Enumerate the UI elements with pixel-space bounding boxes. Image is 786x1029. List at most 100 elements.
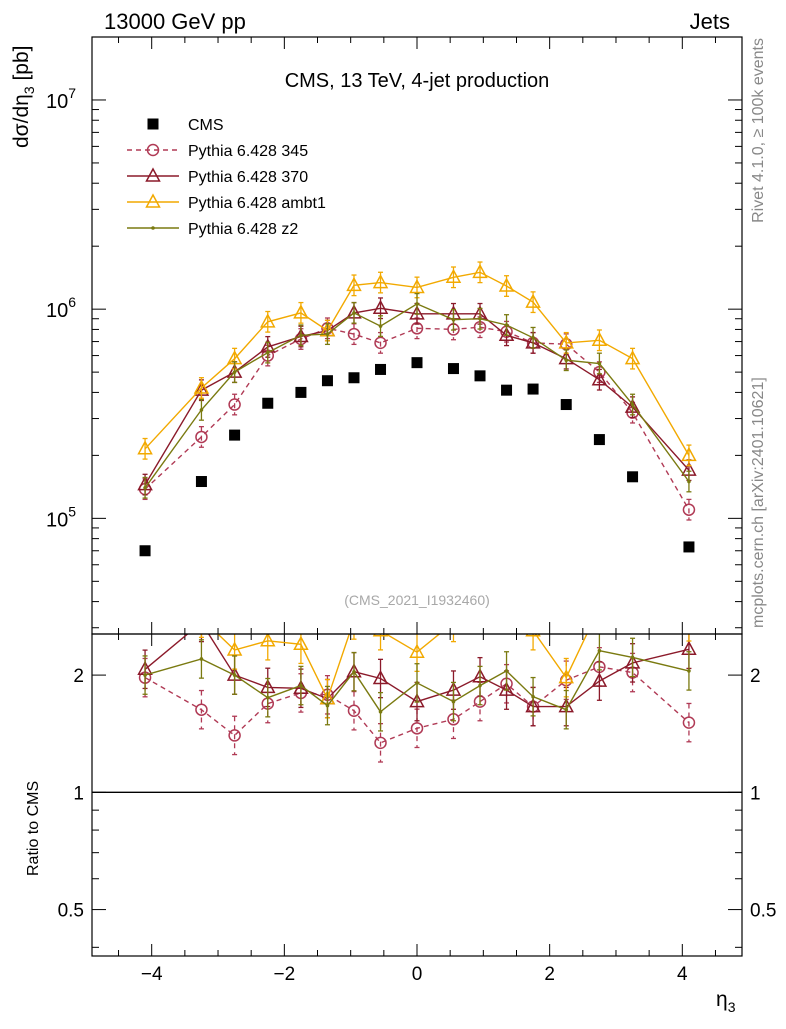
series-ambt1 — [137, 261, 697, 467]
data-point-cms — [627, 471, 639, 483]
ratio-point-ambt1 — [293, 635, 309, 651]
data-point-z2 — [564, 358, 569, 363]
ratio-point-ambt1 — [593, 601, 606, 613]
ratio-point-p370 — [591, 672, 608, 687]
main-plot-marks — [137, 261, 697, 557]
ratio-point-z2 — [199, 657, 204, 661]
legend-label-cms: CMS — [188, 117, 224, 134]
data-point-z2 — [597, 361, 602, 366]
ratio-point-z2 — [299, 683, 303, 688]
ratio-point-ambt1 — [682, 615, 695, 627]
legend-item-p370: Pythia 6.428 370 — [127, 167, 308, 186]
data-point-z2 — [232, 370, 237, 374]
data-point-cms — [195, 476, 207, 488]
data-point-ambt1 — [498, 277, 515, 292]
data-point-cms — [411, 357, 423, 369]
ratio-point-z2 — [504, 669, 509, 673]
ratio-point-p345 — [228, 729, 241, 742]
ratio-point-p345 — [374, 736, 387, 750]
data-point-ambt1 — [445, 268, 462, 284]
legend-marker-z2 — [151, 226, 155, 230]
ratio-plot-frame — [91, 633, 743, 957]
data-point-p345 — [347, 327, 361, 341]
data-point-cms — [683, 541, 695, 553]
data-point-cms — [474, 370, 486, 382]
data-point-ambt1 — [372, 273, 389, 289]
data-point-z2 — [415, 302, 419, 306]
legend-marker-p345 — [146, 143, 160, 157]
data-point-cms — [593, 434, 605, 446]
data-point-z2 — [478, 316, 482, 321]
data-point-p345 — [374, 336, 387, 350]
data-point-cms — [560, 399, 572, 411]
ratio-point-p370 — [409, 693, 425, 708]
ratio-tick-label-right: 1 — [750, 783, 761, 804]
legend-marker-cms — [147, 118, 159, 130]
data-point-cms — [447, 363, 459, 375]
series-line-p370 — [144, 307, 690, 485]
ratio-point-ambt1 — [372, 634, 389, 637]
ratio-point-p370 — [195, 615, 208, 627]
energy-label: 13000 GeV pp — [104, 9, 246, 34]
ratio-point-z2 — [564, 707, 569, 712]
data-point-z2 — [531, 335, 535, 340]
data-point-ambt1 — [681, 446, 697, 462]
data-point-p345 — [228, 398, 241, 411]
data-point-cms — [501, 384, 513, 396]
ratio-point-p345 — [347, 704, 361, 717]
data-point-p345 — [195, 430, 208, 444]
ratio-plot-marks — [92, 591, 742, 794]
chart-title: CMS, 13 TeV, 4-jet production — [285, 70, 550, 92]
ratio-point-z2 — [415, 681, 419, 685]
data-point-z2 — [199, 408, 204, 412]
data-point-ambt1 — [591, 331, 608, 347]
ratio-point-ambt1 — [260, 634, 276, 647]
ratio-point-z2 — [451, 699, 456, 704]
data-point-cms — [139, 545, 151, 557]
data-point-p370 — [409, 305, 425, 320]
data-point-ambt1 — [558, 334, 574, 349]
y-axis-label-sub: 3 — [21, 86, 37, 94]
data-point-z2 — [687, 479, 691, 484]
legend-label-p345: Pythia 6.428 345 — [188, 143, 308, 160]
ratio-tick-label: 0.5 — [58, 901, 84, 922]
ratio-point-z2 — [630, 655, 635, 660]
legend-label-z2: Pythia 6.428 z2 — [188, 221, 298, 238]
rivet-version-label: Rivet 4.1.0, ≥ 100k events — [750, 38, 767, 223]
y-tick-label: 106 — [46, 294, 76, 322]
data-point-p370 — [591, 371, 608, 386]
ratio-point-z2 — [265, 695, 270, 700]
data-point-ambt1 — [193, 379, 210, 394]
legend: CMS Pythia 6.428 345 Pythia 6.428 370 Pythi… — [127, 117, 326, 238]
x-tick-label: −2 — [274, 964, 296, 985]
ratio-point-z2 — [232, 673, 237, 677]
analysis-watermark: (CMS_2021_I1932460) — [344, 592, 490, 608]
series-line-p345 — [144, 326, 690, 511]
ratio-point-ambt1 — [500, 591, 513, 603]
ratio-point-z2 — [352, 669, 356, 674]
y-tick-label: 107 — [46, 85, 76, 113]
data-point-z2 — [504, 323, 509, 327]
ratio-point-ambt1 — [558, 669, 574, 684]
x-tick-label: −4 — [141, 964, 163, 985]
legend-item-cms: CMS — [147, 117, 224, 134]
x-tick-label: 2 — [544, 964, 555, 985]
data-point-p370 — [498, 326, 515, 342]
data-point-z2 — [143, 485, 147, 490]
data-point-z2 — [352, 311, 356, 315]
y-tick-label: 105 — [46, 503, 76, 531]
data-point-ambt1 — [137, 440, 153, 455]
legend-item-ambt1: Pythia 6.428 ambt1 — [127, 193, 326, 212]
analysis-group-label: Jets — [690, 9, 730, 34]
data-point-cms — [375, 363, 387, 375]
ratio-tick-label: 2 — [73, 666, 84, 687]
ratio-point-p370 — [372, 669, 389, 685]
data-point-ambt1 — [293, 304, 309, 319]
data-point-cms — [321, 375, 333, 387]
series-cms — [139, 357, 695, 557]
ratio-point-ambt1 — [139, 596, 152, 608]
legend-label-ambt1: Pythia 6.428 ambt1 — [188, 195, 326, 212]
ratio-tick-label-right: 2 — [750, 666, 761, 687]
x-axis-label-main: η — [716, 988, 728, 1011]
